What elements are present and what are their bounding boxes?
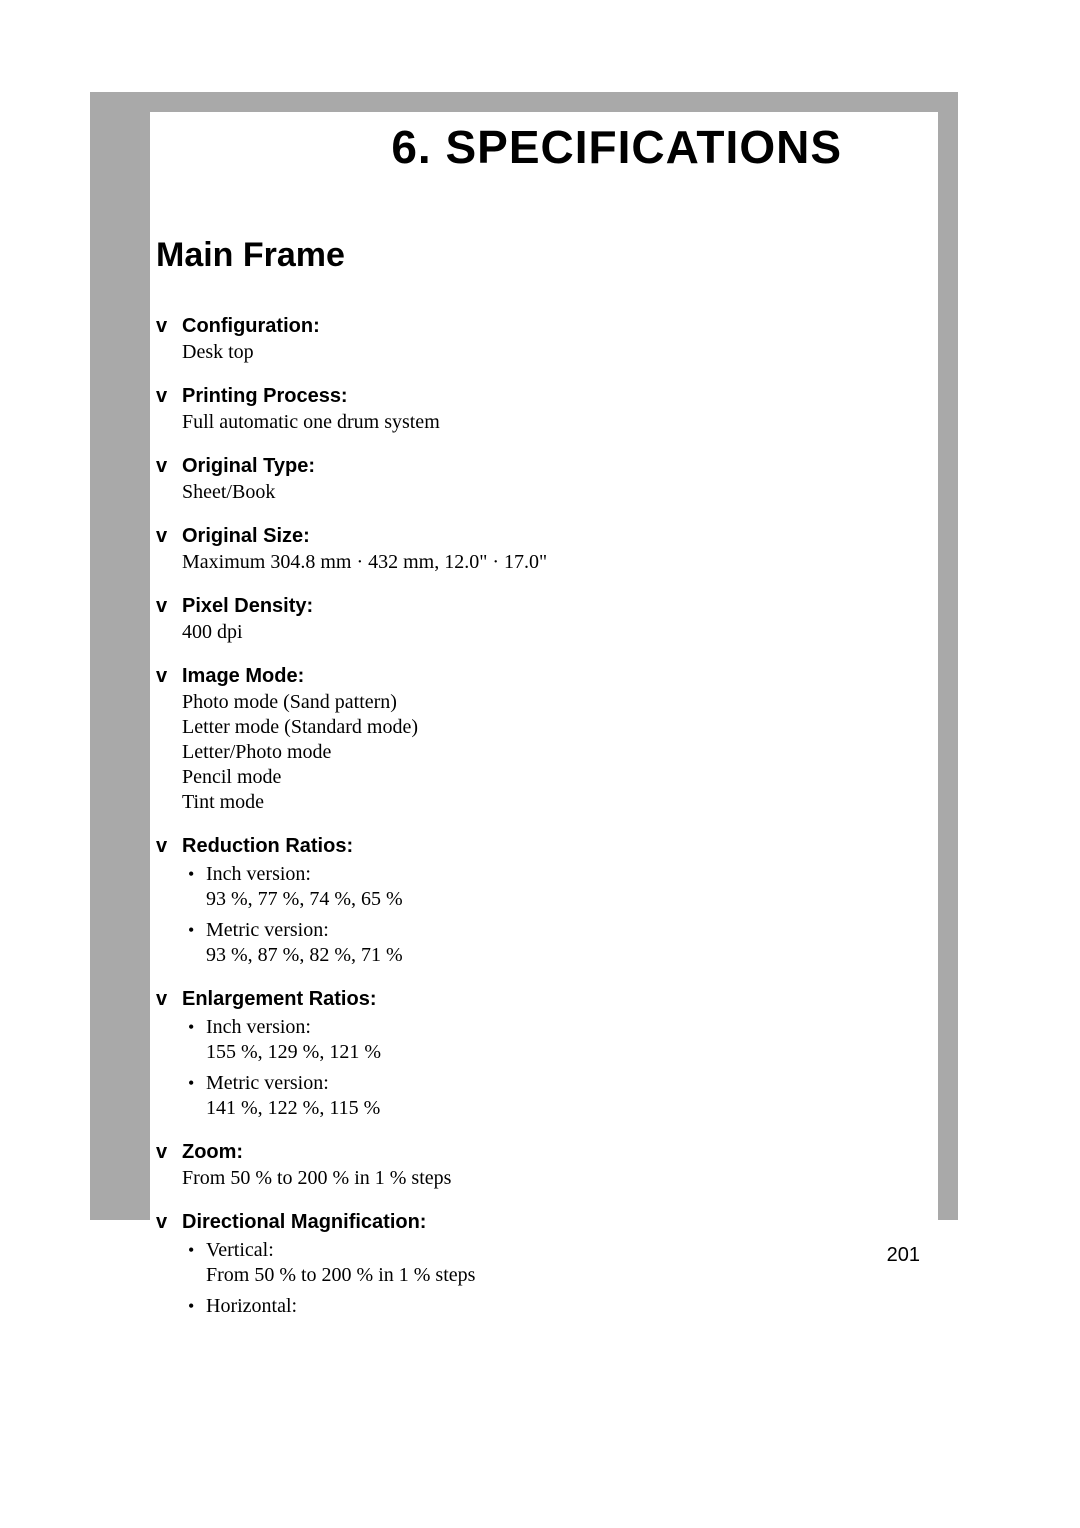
- sub-content: Metric version:141 %, 122 %, 115 %: [206, 1071, 380, 1121]
- spec-label: Directional Magnification:: [182, 1211, 426, 1234]
- spec-head: vZoom:: [156, 1141, 916, 1164]
- specs-list: vConfiguration:Desk topvPrinting Process…: [156, 315, 916, 1319]
- bullet-v-icon: v: [156, 455, 182, 478]
- sub-bullet-icon: •: [182, 920, 206, 941]
- spec-label: Reduction Ratios:: [182, 835, 353, 858]
- bullet-v-icon: v: [156, 525, 182, 548]
- spec-subitem: •Inch version:93 %, 77 %, 74 %, 65 %: [182, 862, 916, 912]
- spec-label: Original Size:: [182, 525, 310, 548]
- spec-subitem: •Metric version:93 %, 87 %, 82 %, 71 %: [182, 918, 916, 968]
- spec-item: vOriginal Type:Sheet/Book: [156, 455, 916, 505]
- bullet-v-icon: v: [156, 595, 182, 618]
- sub-bullet-icon: •: [182, 1017, 206, 1038]
- spec-sublist: •Inch version:155 %, 129 %, 121 %•Metric…: [182, 1015, 916, 1121]
- spec-head: vPrinting Process:: [156, 385, 916, 408]
- spec-item: vImage Mode:Photo mode (Sand pattern)Let…: [156, 665, 916, 815]
- spec-subitem: •Metric version:141 %, 122 %, 115 %: [182, 1071, 916, 1121]
- spec-body: 400 dpi: [182, 620, 916, 645]
- spec-body: Desk top: [182, 340, 916, 365]
- spec-label: Image Mode:: [182, 665, 304, 688]
- spec-body: Sheet/Book: [182, 480, 916, 505]
- section-title: Main Frame: [156, 236, 916, 275]
- spec-sublist: •Inch version:93 %, 77 %, 74 %, 65 %•Met…: [182, 862, 916, 968]
- bullet-v-icon: v: [156, 988, 182, 1011]
- sub-bullet-icon: •: [182, 864, 206, 885]
- sub-content: Horizontal:: [206, 1294, 297, 1319]
- content-area: Main Frame vConfiguration:Desk topvPrint…: [156, 236, 916, 1339]
- bullet-v-icon: v: [156, 385, 182, 408]
- spec-head: vPixel Density:: [156, 595, 916, 618]
- spec-head: vOriginal Type:: [156, 455, 916, 478]
- spec-label: Printing Process:: [182, 385, 348, 408]
- spec-subitem: •Inch version:155 %, 129 %, 121 %: [182, 1015, 916, 1065]
- spec-body: Photo mode (Sand pattern)Letter mode (St…: [182, 690, 916, 815]
- spec-item: vPrinting Process:Full automatic one dru…: [156, 385, 916, 435]
- spec-item: vReduction Ratios: •Inch version:93 %, 77…: [156, 835, 916, 968]
- page-number: 201: [150, 1244, 920, 1267]
- spec-item: vPixel Density:400 dpi: [156, 595, 916, 645]
- spec-item: vConfiguration:Desk top: [156, 315, 916, 365]
- spec-label: Configuration:: [182, 315, 320, 338]
- spec-body: Full automatic one drum system: [182, 410, 916, 435]
- spec-body: From 50 % to 200 % in 1 % steps: [182, 1166, 916, 1191]
- spec-label: Pixel Density:: [182, 595, 313, 618]
- spec-label: Zoom:: [182, 1141, 243, 1164]
- bullet-v-icon: v: [156, 1141, 182, 1164]
- spec-head: vImage Mode:: [156, 665, 916, 688]
- spec-item: vEnlargement Ratios: •Inch version:155 %,…: [156, 988, 916, 1121]
- bullet-v-icon: v: [156, 1211, 182, 1234]
- bullet-v-icon: v: [156, 665, 182, 688]
- sub-bullet-icon: •: [182, 1073, 206, 1094]
- spec-item: vZoom:From 50 % to 200 % in 1 % steps: [156, 1141, 916, 1191]
- header-grey-band: [90, 92, 958, 112]
- spec-head: vEnlargement Ratios:: [156, 988, 916, 1011]
- spec-body: Maximum 304.8 mm · 432 mm, 12.0" · 17.0": [182, 550, 916, 575]
- spec-head: vOriginal Size:: [156, 525, 916, 548]
- bullet-v-icon: v: [156, 835, 182, 858]
- spec-label: Enlargement Ratios:: [182, 988, 376, 1011]
- bullet-v-icon: v: [156, 315, 182, 338]
- sub-content: Inch version:93 %, 77 %, 74 %, 65 %: [206, 862, 403, 912]
- spec-head: vReduction Ratios:: [156, 835, 916, 858]
- right-grey-bar: [938, 112, 958, 1220]
- spec-head: vConfiguration:: [156, 315, 916, 338]
- sub-bullet-icon: •: [182, 1296, 206, 1317]
- chapter-title: 6. SPECIFICATIONS: [150, 120, 938, 174]
- left-grey-sidebar: [90, 112, 150, 1220]
- spec-head: vDirectional Magnification:: [156, 1211, 916, 1234]
- sub-content: Metric version:93 %, 87 %, 82 %, 71 %: [206, 918, 403, 968]
- sub-content: Inch version:155 %, 129 %, 121 %: [206, 1015, 381, 1065]
- spec-label: Original Type:: [182, 455, 315, 478]
- spec-subitem: •Horizontal:: [182, 1294, 916, 1319]
- spec-item: vOriginal Size:Maximum 304.8 mm · 432 mm…: [156, 525, 916, 575]
